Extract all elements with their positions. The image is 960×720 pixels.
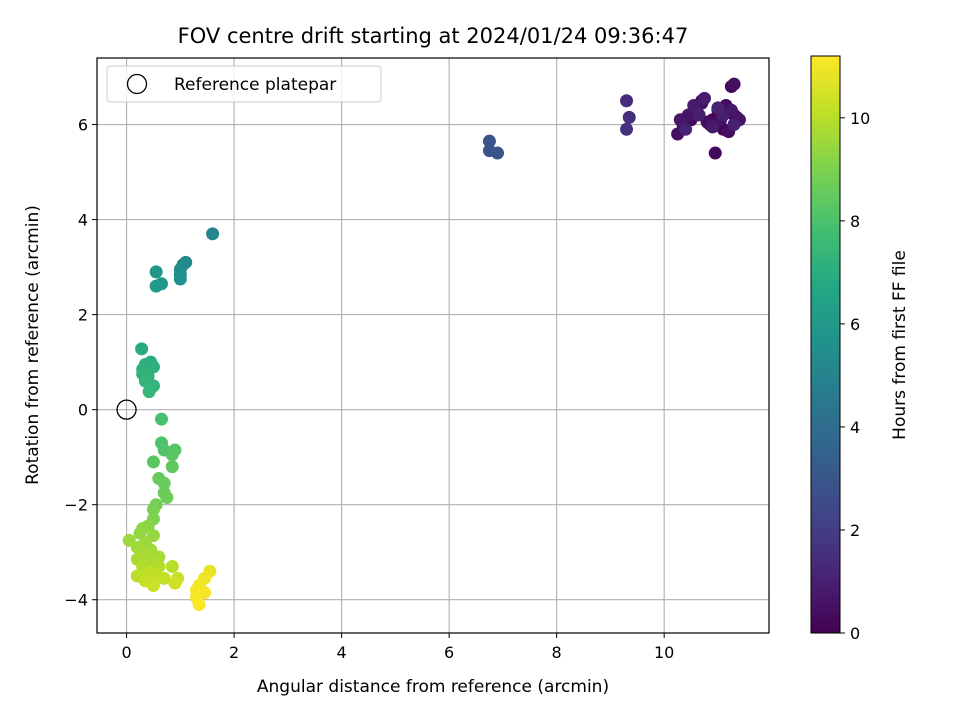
y-tick-label: 2 [78, 306, 88, 325]
scatter-points [122, 77, 746, 611]
colorbar-ticks: 0 2 4 6 8 10 [840, 109, 870, 643]
data-point [133, 526, 147, 540]
colorbar-label: Hours from first FF file [890, 250, 910, 440]
data-point [155, 412, 169, 426]
colorbar-tick-label: 2 [850, 521, 860, 540]
data-point [206, 227, 220, 241]
y-axis-label: Rotation from reference (arcmin) [23, 205, 43, 485]
data-point [491, 146, 505, 160]
y-tick-label: −2 [64, 496, 88, 515]
y-tick-label: −4 [64, 591, 88, 610]
data-point [149, 265, 163, 279]
data-point [135, 342, 149, 356]
data-point [168, 576, 182, 590]
data-point [727, 118, 741, 132]
data-point [673, 113, 687, 127]
data-point [697, 91, 711, 105]
data-point [192, 597, 206, 611]
data-point [622, 110, 636, 124]
data-point [173, 272, 187, 286]
x-axis-label: Angular distance from reference (arcmin) [257, 677, 609, 697]
data-point [711, 101, 725, 115]
colorbar: 0 2 4 6 8 10 Hours from first FF file [810, 55, 910, 643]
x-tick-label: 8 [552, 643, 562, 662]
x-tick-label: 6 [444, 643, 454, 662]
colorbar-tick-label: 8 [850, 212, 860, 231]
data-point [679, 122, 693, 136]
legend-box [106, 65, 382, 103]
y-tick-label: 6 [78, 116, 88, 135]
x-tick-label: 4 [337, 643, 347, 662]
y-tick-label: 4 [78, 211, 88, 230]
legend-entry-reference-platepar: Reference platepar [174, 75, 336, 95]
colorbar-tick-label: 0 [850, 624, 860, 643]
data-point [165, 559, 179, 573]
plot-frame [96, 57, 770, 634]
reference-platepar-marker [116, 399, 137, 420]
data-point [157, 476, 171, 490]
legend-reference-marker [126, 73, 148, 95]
colorbar-tick-label: 4 [850, 418, 860, 437]
data-point [620, 94, 634, 108]
data-point [706, 120, 720, 134]
data-point [482, 134, 496, 148]
x-tick-label: 2 [229, 643, 239, 662]
data-point [157, 571, 171, 585]
colorbar-tick-label: 6 [850, 315, 860, 334]
data-point [692, 108, 706, 122]
x-tick-label: 10 [654, 643, 674, 662]
colorbar-gradient [810, 55, 841, 634]
y-tick-label: 0 [78, 401, 88, 420]
reference-marker-group [116, 399, 137, 420]
data-point [146, 455, 160, 469]
data-point [146, 360, 160, 374]
data-point [160, 491, 174, 505]
data-point [708, 146, 722, 160]
x-axis-ticks: 0 2 4 6 8 10 [121, 633, 674, 662]
data-point [165, 448, 179, 462]
data-point [146, 502, 160, 516]
data-point [142, 385, 156, 399]
data-point [165, 460, 179, 474]
x-tick-label: 0 [121, 643, 131, 662]
data-point [687, 99, 701, 113]
data-point [149, 279, 163, 293]
y-axis-ticks: −4 −2 0 2 4 6 [64, 116, 97, 610]
data-point [727, 77, 741, 91]
grid-lines [97, 58, 769, 633]
chart-title: FOV centre drift starting at 2024/01/24 … [178, 24, 689, 48]
legend: Reference platepar [106, 65, 382, 103]
data-point [146, 578, 160, 592]
data-point [620, 122, 634, 136]
colorbar-tick-label: 10 [850, 109, 870, 128]
